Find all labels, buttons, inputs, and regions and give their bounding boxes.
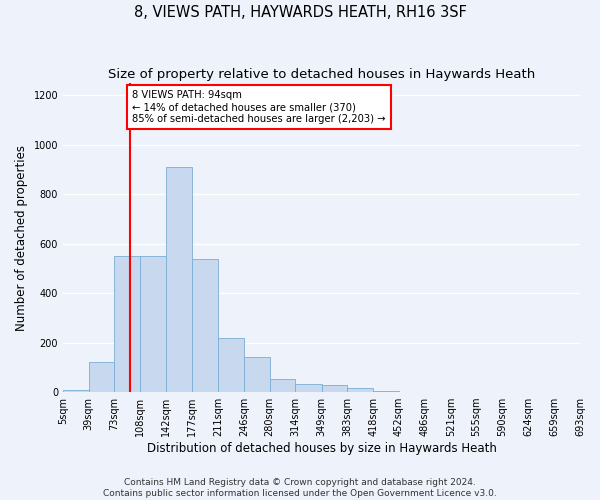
Bar (114, 256, 140, 392)
Text: 8 VIEWS PATH: 94sqm
← 14% of detached houses are smaller (370)
85% of semi-detac: 8 VIEWS PATH: 94sqm ← 14% of detached ho… (132, 90, 386, 124)
Bar (140, 256, 166, 392)
Bar (295, 384, 322, 392)
Bar (166, 167, 192, 392)
Bar (89, 362, 114, 392)
Title: Size of property relative to detached houses in Haywards Heath: Size of property relative to detached ho… (108, 68, 535, 80)
Bar (244, 358, 269, 392)
Bar (322, 384, 347, 392)
Text: 8, VIEWS PATH, HAYWARDS HEATH, RH16 3SF: 8, VIEWS PATH, HAYWARDS HEATH, RH16 3SF (134, 5, 466, 20)
Bar (373, 391, 399, 392)
Bar (269, 379, 295, 392)
Bar (347, 388, 373, 392)
X-axis label: Distribution of detached houses by size in Haywards Heath: Distribution of detached houses by size … (146, 442, 496, 455)
Y-axis label: Number of detached properties: Number of detached properties (15, 144, 28, 330)
Text: Contains HM Land Registry data © Crown copyright and database right 2024.
Contai: Contains HM Land Registry data © Crown c… (103, 478, 497, 498)
Bar (63, 390, 89, 392)
Bar (192, 258, 218, 392)
Bar (218, 338, 244, 392)
